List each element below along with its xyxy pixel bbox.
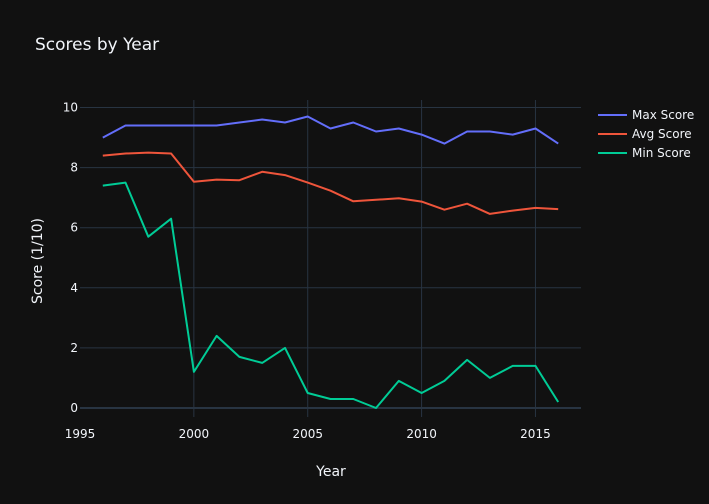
y-tick-label: 6	[70, 221, 78, 235]
y-tick-label: 10	[63, 101, 78, 115]
series-layer	[102, 115, 560, 409]
x-tick-label: 2015	[520, 427, 551, 441]
legend-item-avg-score[interactable]: Avg Score	[598, 127, 692, 141]
x-tick-label: 2010	[406, 427, 437, 441]
tick-labels: 0 2 4 6 8 10 1995 2000 2005 2010 2015	[63, 101, 551, 441]
series-line-min-score	[102, 181, 560, 409]
legend-label: Max Score	[632, 108, 694, 122]
chart-title: Scores by Year	[35, 35, 159, 55]
legend-label: Min Score	[632, 146, 691, 160]
x-axis-title: Year	[315, 464, 346, 480]
y-tick-label: 0	[70, 401, 78, 415]
grid	[80, 100, 581, 417]
y-axis-title: Score (1/10)	[30, 218, 46, 304]
y-tick-label: 8	[70, 161, 78, 175]
legend-item-max-score[interactable]: Max Score	[598, 108, 694, 122]
x-tick-label: 2005	[292, 427, 323, 441]
legend-item-min-score[interactable]: Min Score	[598, 146, 691, 160]
series-line-avg-score	[102, 151, 559, 215]
x-tick-label: 1995	[65, 427, 96, 441]
series-line-max-score	[102, 115, 559, 145]
x-tick-label: 2000	[179, 427, 210, 441]
legend[interactable]: Max Score Avg Score Min Score	[598, 108, 694, 160]
y-tick-label: 2	[70, 341, 78, 355]
legend-label: Avg Score	[632, 127, 692, 141]
y-tick-label: 4	[70, 281, 78, 295]
